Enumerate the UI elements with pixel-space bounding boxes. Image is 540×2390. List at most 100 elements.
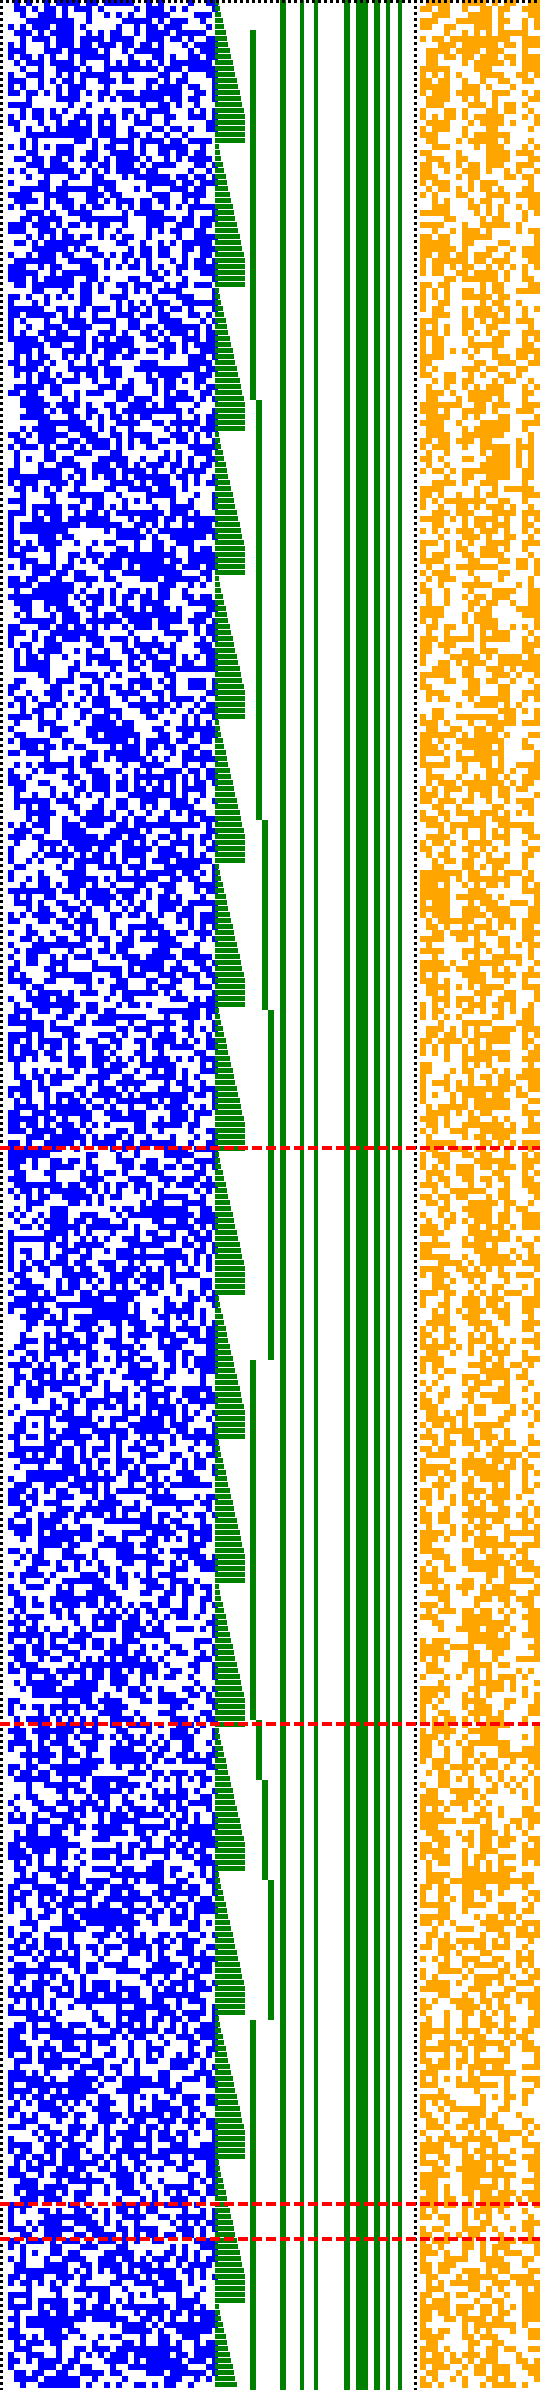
blue-cell: [182, 1386, 188, 1392]
blue-cell: [110, 342, 116, 348]
blue-cell: [164, 252, 170, 258]
blue-cell: [26, 126, 32, 132]
blue-cell: [26, 1182, 32, 1188]
blue-cell: [152, 30, 158, 36]
blue-cell: [74, 954, 80, 960]
blue-cell: [188, 210, 194, 216]
blue-cell: [14, 372, 20, 378]
blue-cell: [98, 288, 104, 294]
blue-cell: [206, 1188, 212, 1194]
blue-cell: [74, 972, 80, 978]
blue-cell: [170, 180, 176, 186]
blue-cell: [140, 1176, 146, 1182]
blue-cell: [38, 288, 44, 294]
blue-cell: [182, 480, 188, 486]
blue-cell: [182, 696, 188, 702]
blue-cell: [110, 600, 116, 606]
blue-cell: [146, 366, 152, 372]
blue-cell: [80, 1194, 86, 1200]
blue-cell: [92, 1398, 98, 1404]
blue-cell: [32, 384, 38, 390]
blue-cell: [134, 1530, 140, 1536]
blue-cell: [68, 1302, 74, 1308]
blue-cell: [206, 1284, 212, 1290]
blue-cell: [80, 60, 86, 66]
blue-cell: [74, 840, 80, 846]
blue-cell: [32, 402, 38, 408]
blue-cell: [8, 1392, 14, 1398]
blue-cell: [128, 912, 134, 918]
blue-cell: [62, 618, 68, 624]
blue-cell: [128, 792, 134, 798]
blue-cell: [128, 342, 134, 348]
blue-cell: [110, 744, 116, 750]
blue-cell: [146, 1512, 152, 1518]
blue-cell: [44, 780, 50, 786]
blue-cell: [110, 456, 116, 462]
blue-cell: [206, 270, 212, 276]
blue-cell: [92, 1314, 98, 1320]
blue-cell: [68, 774, 74, 780]
blue-cell: [116, 888, 122, 894]
blue-cell: [188, 810, 194, 816]
blue-cell: [206, 300, 212, 306]
blue-cell: [92, 1104, 98, 1110]
blue-cell: [188, 846, 194, 852]
blue-cell: [134, 618, 140, 624]
blue-cell: [164, 1092, 170, 1098]
blue-cell: [50, 1116, 56, 1122]
blue-cell: [38, 594, 44, 600]
blue-cell: [134, 1332, 140, 1338]
blue-cell: [146, 1524, 152, 1530]
blue-cell: [146, 444, 152, 450]
blue-cell: [116, 1158, 122, 1164]
blue-cell: [134, 774, 140, 780]
blue-cell: [44, 600, 50, 606]
blue-cell: [188, 1398, 194, 1404]
blue-cell: [164, 270, 170, 276]
blue-cell: [158, 732, 164, 738]
blue-cell: [116, 522, 122, 528]
blue-cell: [80, 126, 86, 132]
blue-cell: [56, 540, 62, 546]
blue-cell: [86, 1242, 92, 1248]
blue-cell: [74, 1134, 80, 1140]
blue-cell: [44, 1488, 50, 1494]
blue-cell: [188, 516, 194, 522]
blue-cell: [20, 1422, 26, 1428]
blue-cell: [110, 144, 116, 150]
blue-cell: [80, 336, 86, 342]
blue-cell: [104, 1470, 110, 1476]
blue-cell: [200, 678, 206, 684]
blue-cell: [188, 864, 194, 870]
blue-cell: [80, 1176, 86, 1182]
blue-cell: [26, 384, 32, 390]
blue-cell: [26, 1044, 32, 1050]
blue-cell: [164, 1488, 170, 1494]
blue-cell: [176, 696, 182, 702]
blue-cell: [92, 1482, 98, 1488]
blue-cell: [170, 798, 176, 804]
blue-cell: [32, 1056, 38, 1062]
blue-cell: [14, 828, 20, 834]
blue-cell: [62, 570, 68, 576]
blue-cell: [176, 66, 182, 72]
blue-cell: [188, 1182, 194, 1188]
blue-cell: [134, 1320, 140, 1326]
blue-cell: [20, 912, 26, 918]
blue-cell: [104, 366, 110, 372]
blue-cell: [152, 1230, 158, 1236]
blue-cell: [188, 1128, 194, 1134]
blue-cell: [110, 852, 116, 858]
blue-cell: [38, 438, 44, 444]
blue-cell: [80, 570, 86, 576]
blue-cell: [164, 822, 170, 828]
blue-cell: [200, 270, 206, 276]
blue-cell: [44, 402, 50, 408]
blue-cell: [80, 900, 86, 906]
blue-cell: [206, 348, 212, 354]
blue-cell: [38, 1134, 44, 1140]
blue-cell: [182, 132, 188, 138]
blue-cell: [68, 252, 74, 258]
blue-cell: [8, 1146, 14, 1152]
